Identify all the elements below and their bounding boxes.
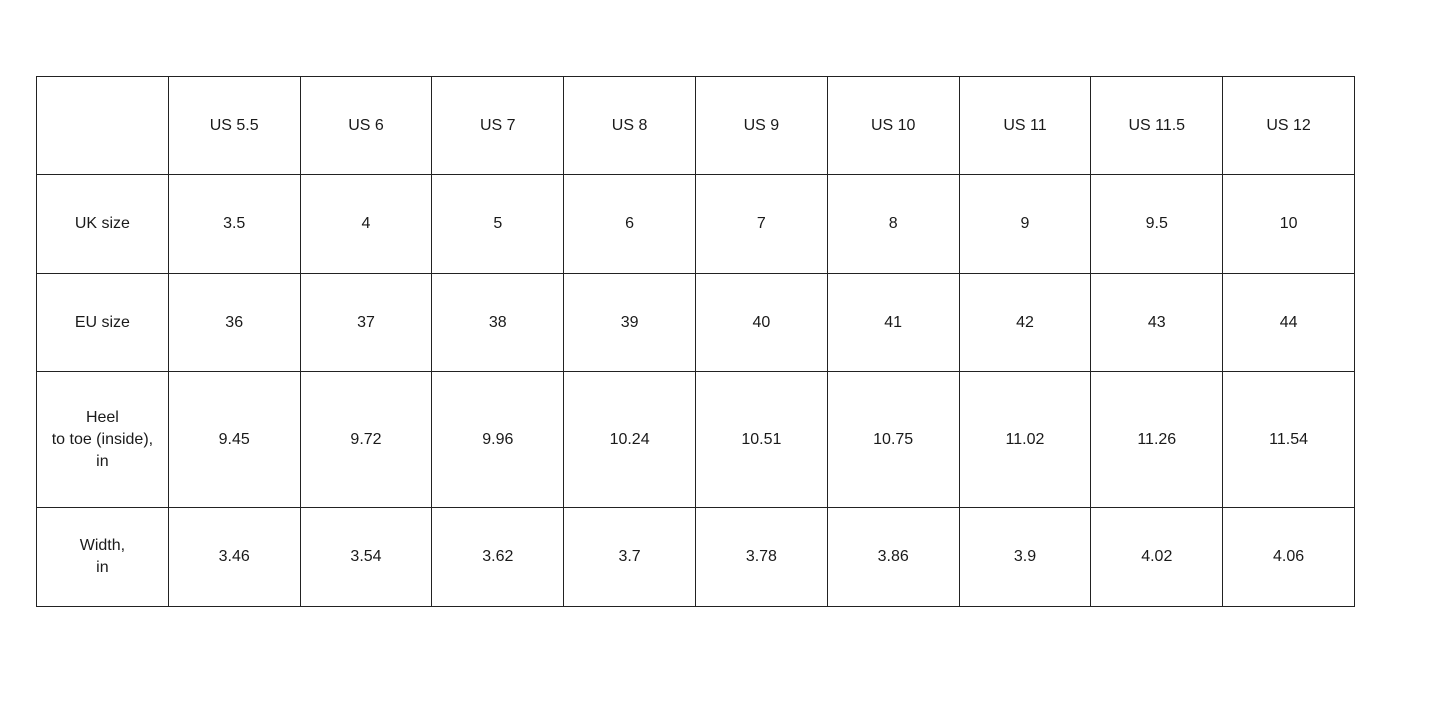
table-cell: 3.54 bbox=[299, 507, 433, 607]
header-cell: US 10 bbox=[826, 76, 960, 175]
table-cell: 3.7 bbox=[563, 507, 696, 607]
size-chart-body: US 5.5 US 6 US 7 US 8 US 9 US 10 US 11 US 11.5 U… bbox=[36, 76, 1355, 607]
header-cell: US 5.5 bbox=[167, 76, 301, 175]
table-row: Heel to toe (inside), in 9.45 9.72 9.96 10.2… bbox=[36, 371, 1355, 508]
table-cell: 3.46 bbox=[167, 507, 301, 607]
size-chart-table: US 5.5 US 6 US 7 US 8 US 9 US 10 US 11 US 11.5 U… bbox=[36, 76, 1355, 607]
table-cell: 10.24 bbox=[563, 371, 696, 508]
corner-cell bbox=[36, 76, 169, 175]
header-cell: US 9 bbox=[694, 76, 828, 175]
table-cell: 9.45 bbox=[167, 371, 301, 508]
header-cell: US 11 bbox=[958, 76, 1092, 175]
table-cell: 39 bbox=[563, 273, 696, 372]
header-cell: US 12 bbox=[1222, 76, 1355, 175]
header-cell: US 7 bbox=[431, 76, 565, 175]
table-cell: 9.96 bbox=[431, 371, 565, 508]
table-cell: 4.02 bbox=[1090, 507, 1224, 607]
table-cell: 10.51 bbox=[694, 371, 828, 508]
table-cell: 42 bbox=[958, 273, 1092, 372]
table-cell: 5 bbox=[431, 174, 565, 274]
table-cell: 37 bbox=[299, 273, 433, 372]
table-cell: 40 bbox=[694, 273, 828, 372]
table-cell: 3.9 bbox=[958, 507, 1092, 607]
table-cell: 3.5 bbox=[167, 174, 301, 274]
table-cell: 11.54 bbox=[1222, 371, 1355, 508]
table-cell: 43 bbox=[1090, 273, 1224, 372]
header-cell: US 11.5 bbox=[1090, 76, 1224, 175]
table-cell: 44 bbox=[1222, 273, 1355, 372]
header-cell: US 8 bbox=[563, 76, 696, 175]
table-row: UK size 3.5 4 5 6 7 8 9 9.5 10 bbox=[36, 174, 1355, 274]
table-cell: 8 bbox=[826, 174, 960, 274]
table-cell: 38 bbox=[431, 273, 565, 372]
table-cell: 4 bbox=[299, 174, 433, 274]
table-cell: 9.72 bbox=[299, 371, 433, 508]
table-cell: 10 bbox=[1222, 174, 1355, 274]
table-cell: 11.02 bbox=[958, 371, 1092, 508]
row-label: EU size bbox=[36, 273, 169, 372]
table-cell: 3.62 bbox=[431, 507, 565, 607]
table-cell: 36 bbox=[167, 273, 301, 372]
table-cell: 41 bbox=[826, 273, 960, 372]
table-cell: 9.5 bbox=[1090, 174, 1224, 274]
row-label: UK size bbox=[36, 174, 169, 274]
row-label: Heel to toe (inside), in bbox=[36, 371, 169, 508]
header-cell: US 6 bbox=[299, 76, 433, 175]
table-cell: 9 bbox=[958, 174, 1092, 274]
table-cell: 10.75 bbox=[826, 371, 960, 508]
header-row: US 5.5 US 6 US 7 US 8 US 9 US 10 US 11 US 11.5 U… bbox=[36, 76, 1355, 175]
row-label: Width, in bbox=[36, 507, 169, 607]
table-cell: 3.78 bbox=[694, 507, 828, 607]
table-cell: 4.06 bbox=[1222, 507, 1355, 607]
table-cell: 11.26 bbox=[1090, 371, 1224, 508]
table-cell: 7 bbox=[694, 174, 828, 274]
table-row: Width, in 3.46 3.54 3.62 3.7 3.78 3.86 3.9 4.02 4… bbox=[36, 507, 1355, 607]
table-cell: 6 bbox=[563, 174, 696, 274]
table-row: EU size 36 37 38 39 40 41 42 43 44 bbox=[36, 273, 1355, 372]
table-cell: 3.86 bbox=[826, 507, 960, 607]
